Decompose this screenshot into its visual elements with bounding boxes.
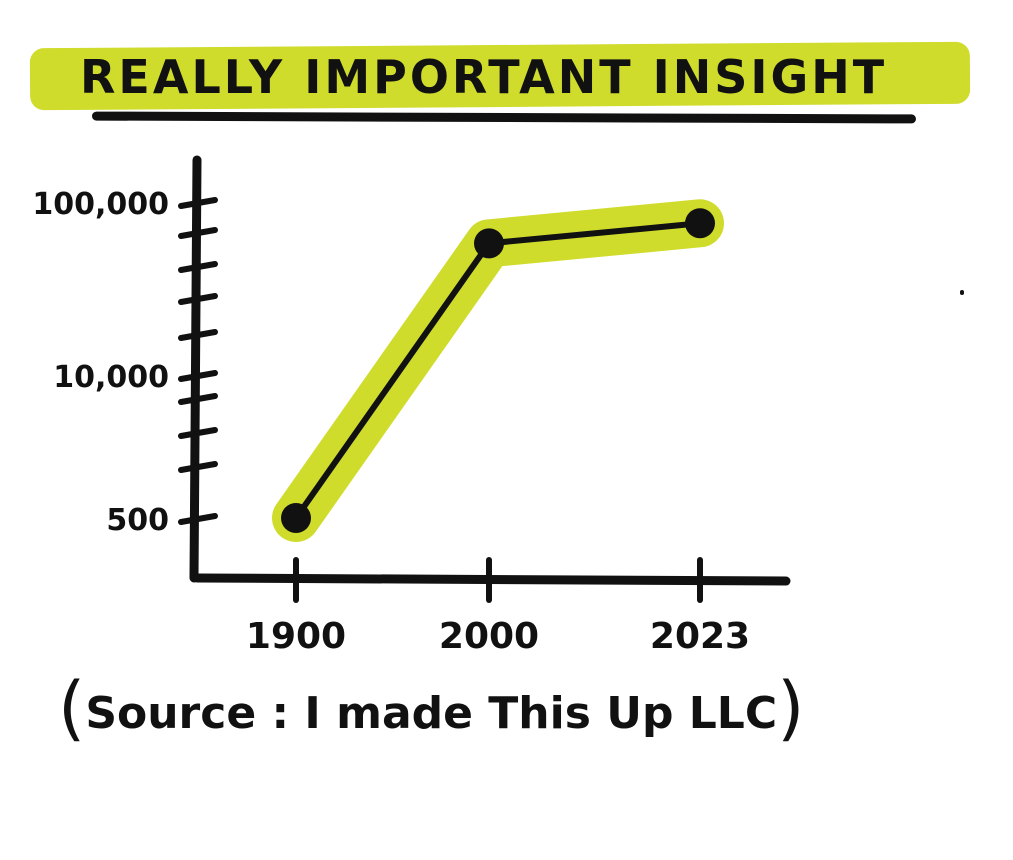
x-tick-label: 1900 — [246, 616, 346, 657]
y-tick-mark — [178, 261, 218, 273]
open-paren: ( — [58, 667, 86, 749]
x-tick-label: 2023 — [650, 616, 750, 657]
y-tick-mark — [178, 393, 218, 405]
y-tick-mark — [178, 197, 218, 209]
series-line — [281, 208, 715, 533]
x-tick-label: 2000 — [439, 616, 539, 657]
source-text: Source : I made This Up LLC — [85, 688, 778, 739]
y-tick-mark — [178, 329, 218, 341]
source-note: (Source : I made This Up LLC) — [58, 668, 878, 748]
chart-axes — [178, 155, 791, 603]
y-tick-mark — [178, 227, 218, 239]
y-tick-mark — [178, 461, 218, 473]
data-point — [281, 503, 311, 533]
y-tick-label: 500 — [106, 503, 169, 538]
data-point — [685, 208, 715, 239]
y-tick-mark — [178, 513, 218, 525]
close-paren: ) — [777, 667, 805, 749]
ink-speck — [960, 290, 964, 295]
chart-title: REALLY IMPORTANT INSIGHT — [80, 50, 888, 104]
y-tick-mark — [178, 293, 218, 305]
y-tick-mark — [178, 370, 218, 382]
data-point — [474, 228, 504, 259]
tick-labels: 500 10,000 100,000 1900 2000 2023 — [32, 187, 750, 657]
y-tick-label: 100,000 — [32, 187, 169, 222]
y-tick-mark — [178, 427, 218, 439]
series-highlight-stroke — [272, 199, 724, 542]
y-axis-line — [189, 155, 202, 583]
y-tick-label: 10,000 — [53, 360, 169, 395]
series-highlight — [272, 199, 724, 542]
